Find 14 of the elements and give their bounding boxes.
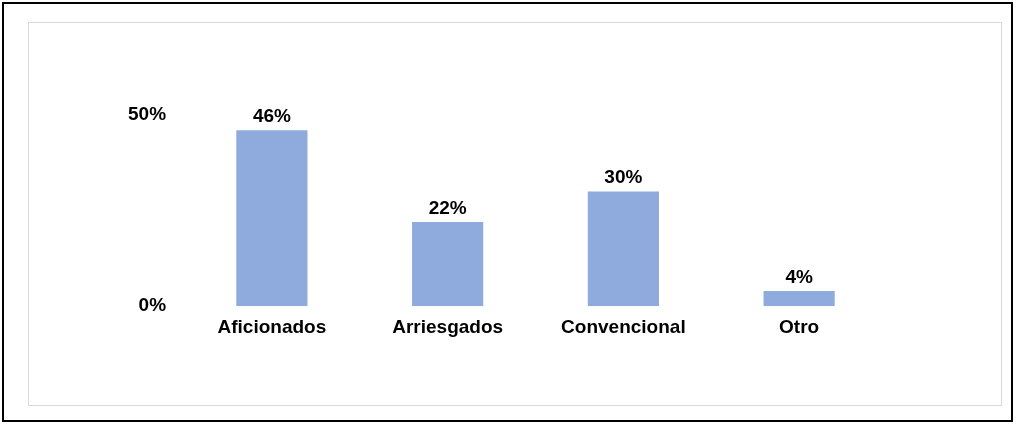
y-tick-label: 50% bbox=[128, 103, 167, 125]
x-tick-label: Arriesgados bbox=[392, 315, 504, 337]
x-tick-label: Otro bbox=[779, 315, 820, 337]
data-label: 4% bbox=[785, 265, 813, 287]
x-tick-label: Convencional bbox=[561, 315, 686, 337]
bar bbox=[763, 290, 835, 307]
data-label: 22% bbox=[428, 196, 467, 218]
y-tick-label: 0% bbox=[138, 294, 167, 316]
data-label: 30% bbox=[604, 166, 643, 188]
bar bbox=[236, 130, 308, 307]
data-label: 46% bbox=[252, 105, 292, 127]
bar bbox=[587, 191, 659, 307]
bar bbox=[412, 222, 484, 307]
x-tick-label: Aficionados bbox=[217, 315, 327, 337]
